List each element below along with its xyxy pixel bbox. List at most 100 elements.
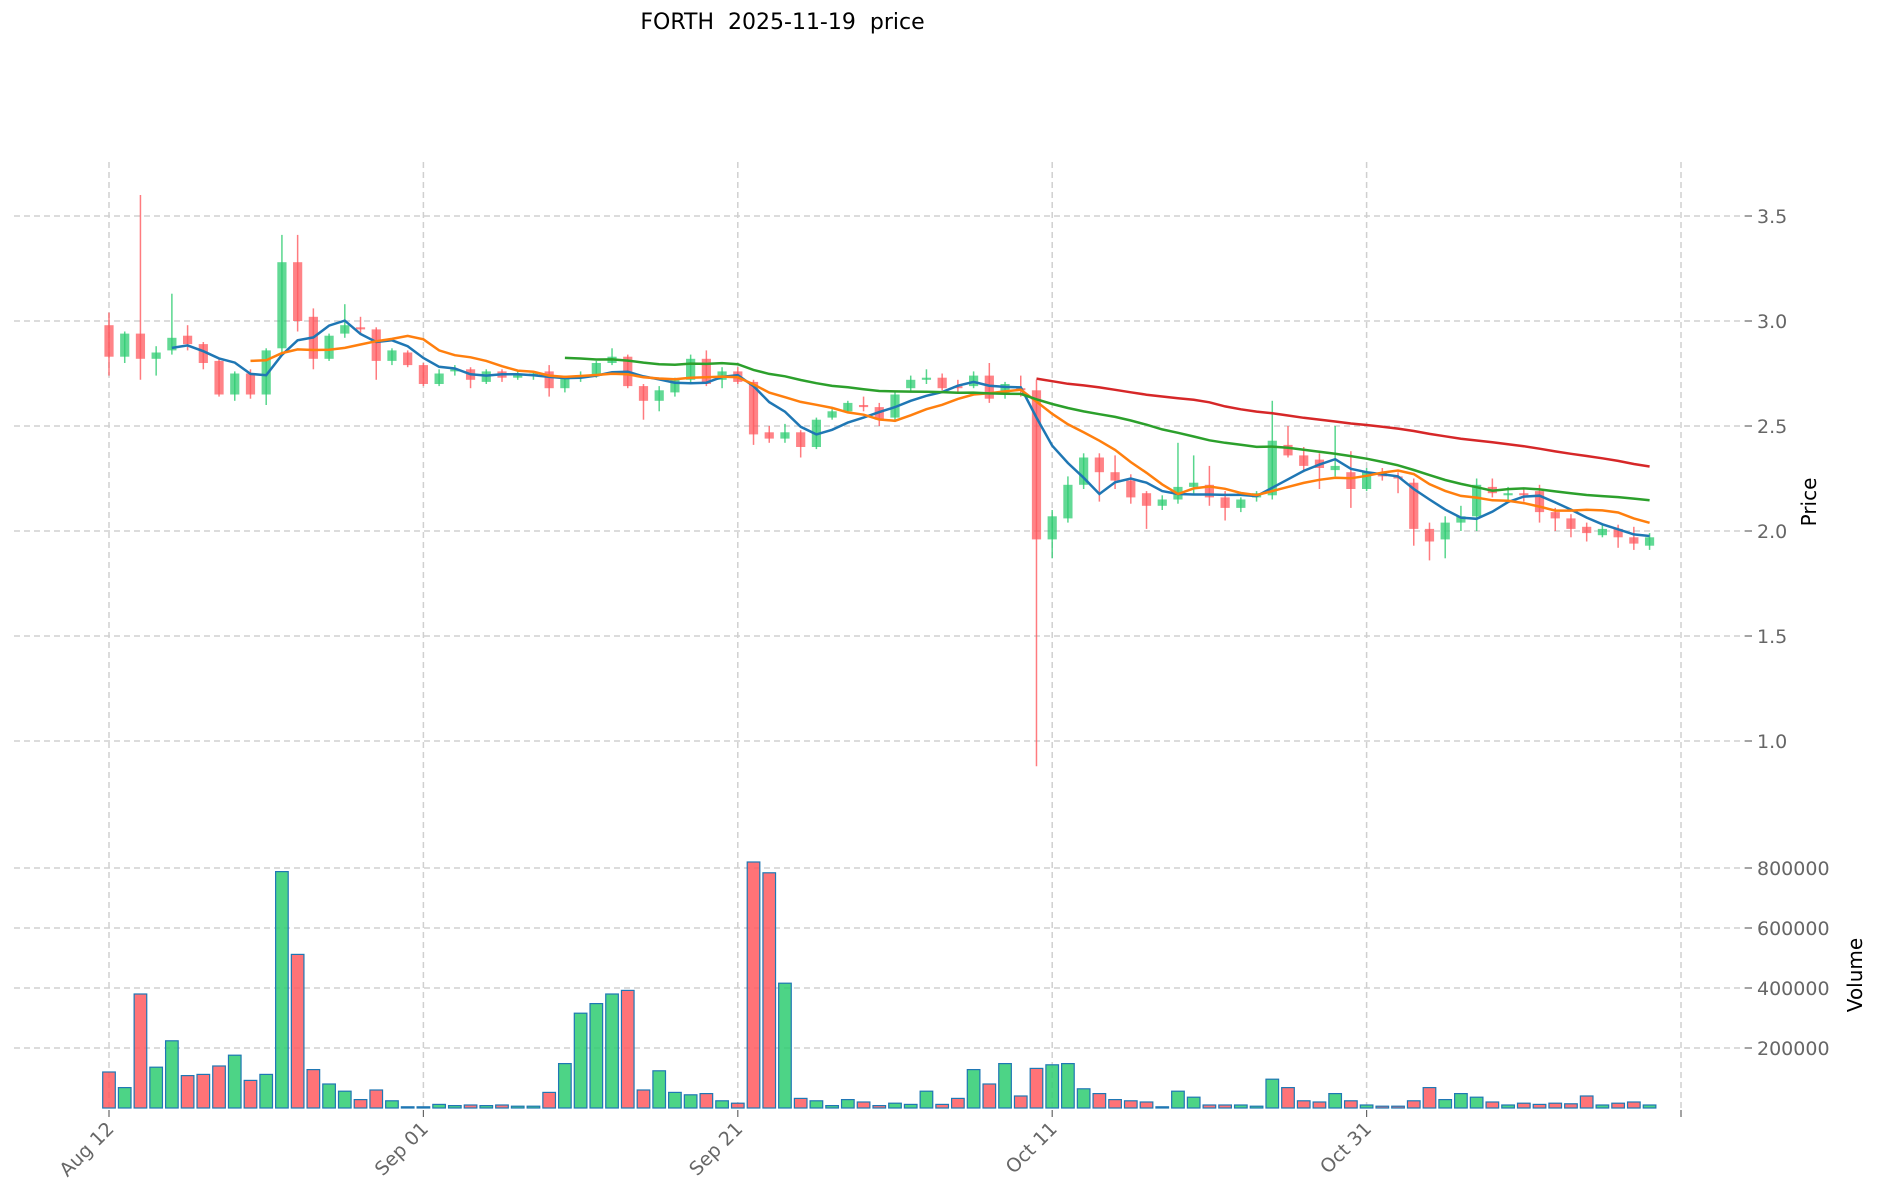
candle-body bbox=[1519, 493, 1529, 496]
candle-body bbox=[403, 352, 413, 366]
volume-tick-label: 600000 bbox=[1757, 918, 1830, 940]
volume-bar bbox=[1139, 1101, 1154, 1109]
axes: 1.0 1.5 2.0 2.5 3.0 3.5 200000 400000 600000 8000… bbox=[55, 206, 1829, 1181]
volume-bar bbox=[259, 1073, 274, 1109]
candle-body bbox=[544, 371, 554, 389]
candle-body bbox=[1582, 526, 1592, 534]
volume-bar bbox=[1579, 1095, 1594, 1109]
volume-bar bbox=[1343, 1100, 1358, 1109]
candle-body bbox=[827, 411, 837, 418]
volume-bar bbox=[966, 1068, 981, 1109]
candle-body bbox=[670, 379, 680, 393]
volume-bar bbox=[1233, 1104, 1248, 1109]
volume-bar bbox=[1406, 1100, 1421, 1109]
candle-body bbox=[230, 373, 240, 395]
candle-body bbox=[214, 360, 224, 395]
candle-body bbox=[1644, 537, 1655, 546]
volume-bar bbox=[102, 1071, 116, 1109]
date-tick-label: Oct 31 bbox=[1316, 1118, 1376, 1178]
volume-bar bbox=[1312, 1101, 1327, 1109]
volume-bar bbox=[495, 1104, 509, 1109]
candle-body bbox=[245, 373, 256, 395]
candle-body bbox=[1503, 493, 1513, 496]
candle-body bbox=[1267, 440, 1277, 496]
volume-bar bbox=[935, 1103, 950, 1109]
volume-bar bbox=[1045, 1064, 1060, 1109]
candle-body bbox=[1283, 444, 1293, 456]
candle-body bbox=[1629, 537, 1639, 544]
price-tick-label: 3.0 bbox=[1757, 311, 1787, 333]
volume-bar bbox=[275, 870, 289, 1109]
candle-body bbox=[1236, 499, 1246, 508]
candle-body bbox=[1566, 518, 1576, 529]
candle-body bbox=[183, 335, 193, 345]
candle-body bbox=[1456, 516, 1466, 523]
volume-bar bbox=[385, 1100, 399, 1109]
price-tick-label: 1.0 bbox=[1757, 731, 1787, 753]
ma-short-line bbox=[171, 319, 1650, 538]
volume-bar bbox=[793, 1097, 808, 1109]
volume-bar bbox=[668, 1091, 682, 1109]
volume-bar bbox=[1061, 1062, 1075, 1109]
candle-body bbox=[1346, 472, 1356, 489]
volume-bar bbox=[447, 1104, 462, 1109]
grid bbox=[14, 162, 1745, 1110]
volume-bar bbox=[542, 1091, 557, 1109]
volume-bar bbox=[322, 1083, 336, 1109]
price-tick-label: 3.5 bbox=[1757, 206, 1787, 228]
candle-body bbox=[764, 432, 774, 439]
candle-body bbox=[937, 377, 947, 389]
volume-bar bbox=[133, 993, 148, 1109]
volume-axis-label: Volume bbox=[1843, 938, 1867, 1012]
candles bbox=[104, 195, 1655, 767]
volume-bar bbox=[1548, 1102, 1563, 1109]
date-tick-label: Sep 21 bbox=[685, 1118, 747, 1180]
candle-body bbox=[1472, 484, 1482, 517]
volume-bar bbox=[652, 1070, 667, 1109]
volume-bar bbox=[762, 872, 777, 1109]
candle-body bbox=[1409, 482, 1419, 529]
volume-bar bbox=[1155, 1106, 1170, 1109]
candle-body bbox=[1550, 512, 1560, 519]
candle-body bbox=[921, 377, 932, 380]
candle-body bbox=[277, 262, 287, 349]
volume-bar bbox=[856, 1101, 871, 1109]
ma-long-line bbox=[564, 356, 1650, 502]
candle-body bbox=[434, 373, 444, 384]
candle-body bbox=[796, 432, 806, 447]
candle-body bbox=[198, 344, 208, 363]
candle-body bbox=[104, 325, 114, 357]
volume-bar bbox=[149, 1066, 164, 1109]
volume-tick-label: 400000 bbox=[1757, 978, 1830, 1000]
candle-body bbox=[1362, 472, 1372, 489]
volume-bar bbox=[117, 1086, 132, 1109]
candle-body bbox=[1189, 482, 1199, 487]
candle-body bbox=[906, 379, 916, 389]
candle-body bbox=[1424, 528, 1435, 542]
candle-body bbox=[1613, 528, 1623, 538]
volume-bar bbox=[1532, 1103, 1547, 1109]
date-tick-label: Aug 12 bbox=[55, 1118, 118, 1181]
candle-body bbox=[701, 358, 711, 384]
volume-bar bbox=[416, 1106, 431, 1109]
volume-bar bbox=[1202, 1104, 1217, 1109]
volume-bar bbox=[746, 861, 761, 1109]
volume-bar bbox=[620, 989, 635, 1109]
candle-body bbox=[371, 329, 381, 361]
volume-bar bbox=[1611, 1102, 1626, 1109]
candle-body bbox=[1126, 480, 1136, 498]
volume-bar bbox=[557, 1062, 572, 1109]
volume-bar bbox=[306, 1068, 321, 1109]
volume-bar bbox=[1249, 1105, 1264, 1109]
volume-bar bbox=[1076, 1088, 1091, 1109]
candle-body bbox=[953, 386, 963, 389]
moving-averages bbox=[171, 319, 1650, 538]
volume-tick-label: 800000 bbox=[1757, 858, 1830, 880]
volume-bar bbox=[1454, 1092, 1468, 1109]
volume-bar bbox=[778, 982, 792, 1109]
volume-bar bbox=[1626, 1101, 1641, 1109]
candle-body bbox=[1141, 493, 1152, 506]
volume-bar bbox=[243, 1079, 258, 1109]
candle-body bbox=[638, 386, 649, 401]
